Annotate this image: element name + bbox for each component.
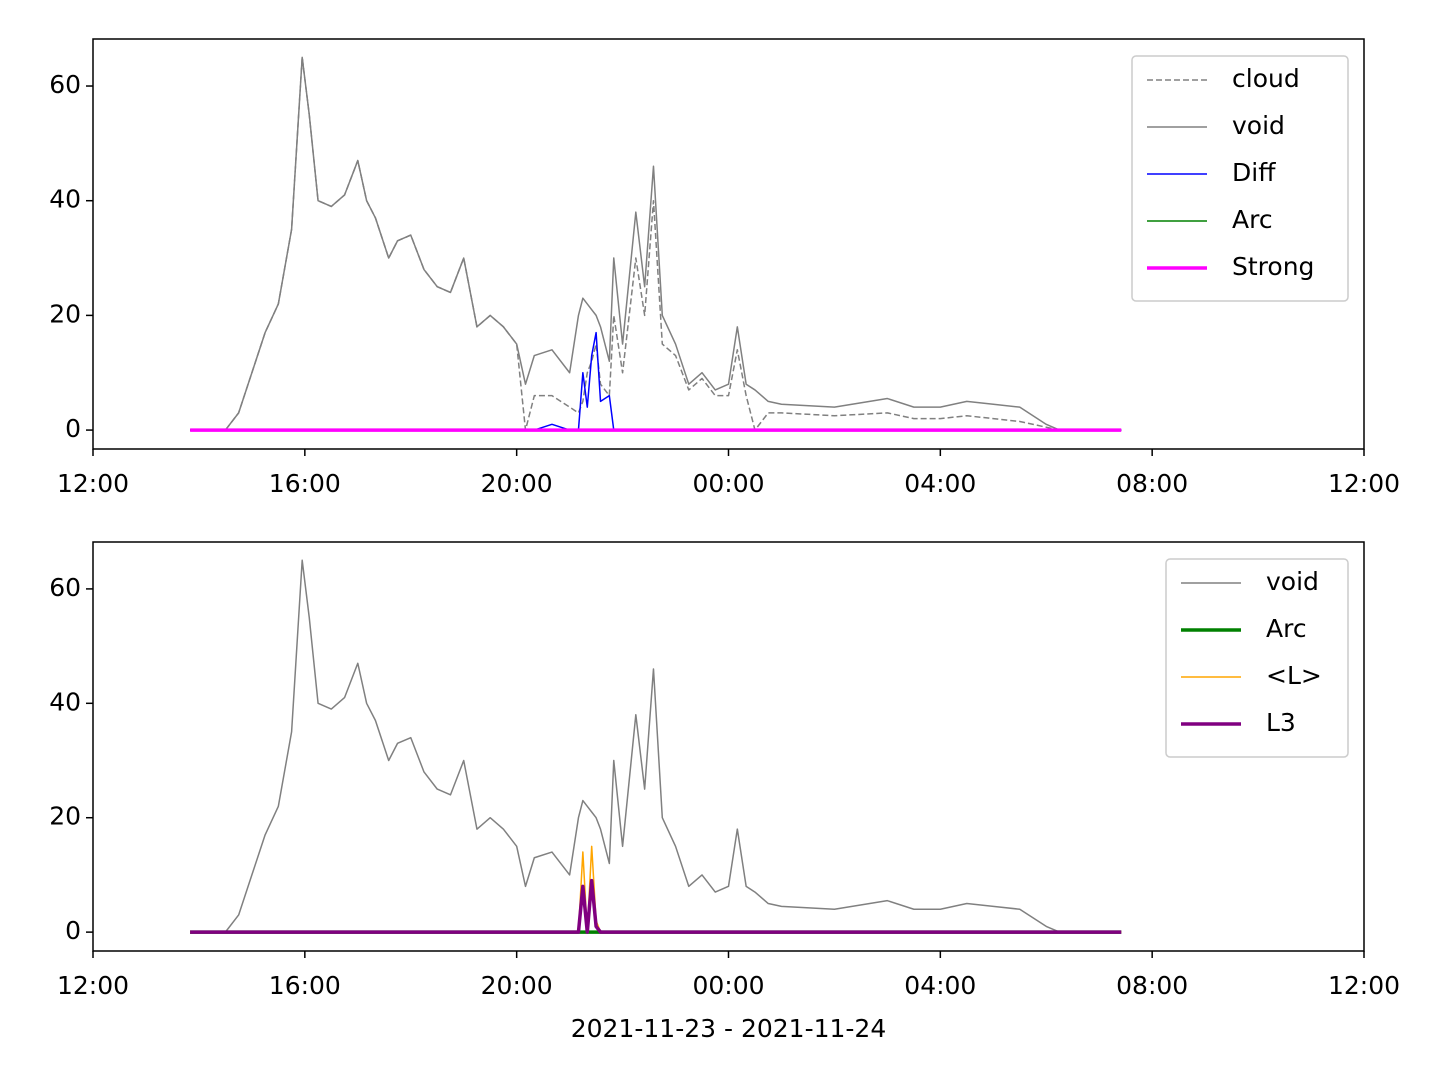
y-tick-label: 20 xyxy=(49,299,81,328)
x-tick-label: 12:00 xyxy=(57,469,129,498)
axes-frame xyxy=(92,38,1365,450)
series-line xyxy=(190,331,1122,431)
legend-label: Diff xyxy=(1232,158,1276,187)
x-tick-label: 16:00 xyxy=(269,971,341,1000)
x-tick-label: 04:00 xyxy=(904,971,976,1000)
y-tick-label: 40 xyxy=(49,687,81,716)
series-line xyxy=(190,56,1122,431)
x-tick-label: 08:00 xyxy=(1116,469,1188,498)
legend-box xyxy=(1165,558,1349,758)
legend-label: void xyxy=(1232,111,1285,140)
series-line xyxy=(190,56,1122,431)
x-tick-label: 00:00 xyxy=(692,971,764,1000)
legend-label: Arc xyxy=(1232,205,1273,234)
legend-label: L3 xyxy=(1266,708,1296,737)
series-line xyxy=(190,845,1122,933)
x-tick-label: 12:00 xyxy=(1328,469,1400,498)
x-tick-label: 00:00 xyxy=(692,469,764,498)
legend-label: Strong xyxy=(1232,252,1314,281)
legend-label: cloud xyxy=(1232,64,1300,93)
legend-label: <L> xyxy=(1266,661,1322,690)
x-tick-label: 12:00 xyxy=(57,971,129,1000)
legend-box xyxy=(1131,55,1349,302)
x-tick-label: 16:00 xyxy=(269,469,341,498)
x-axis-label: 2021-11-23 - 2021-11-24 xyxy=(571,1014,887,1043)
y-tick-label: 20 xyxy=(49,802,81,831)
y-tick-label: 60 xyxy=(49,70,81,99)
x-tick-label: 08:00 xyxy=(1116,971,1188,1000)
x-tick-label: 20:00 xyxy=(481,971,553,1000)
y-tick-label: 40 xyxy=(49,185,81,214)
y-tick-label: 60 xyxy=(49,573,81,602)
axes-frame xyxy=(92,541,1365,952)
legend-label: Arc xyxy=(1266,614,1307,643)
series-line xyxy=(190,878,1122,934)
y-tick-label: 0 xyxy=(65,414,81,443)
x-tick-label: 20:00 xyxy=(481,469,553,498)
x-tick-label: 12:00 xyxy=(1328,971,1400,1000)
x-tick-label: 04:00 xyxy=(904,469,976,498)
y-tick-label: 0 xyxy=(65,916,81,945)
plot-area xyxy=(190,559,1122,934)
legend-label: void xyxy=(1266,567,1319,596)
plot-area xyxy=(190,56,1122,432)
series-line xyxy=(190,559,1122,933)
